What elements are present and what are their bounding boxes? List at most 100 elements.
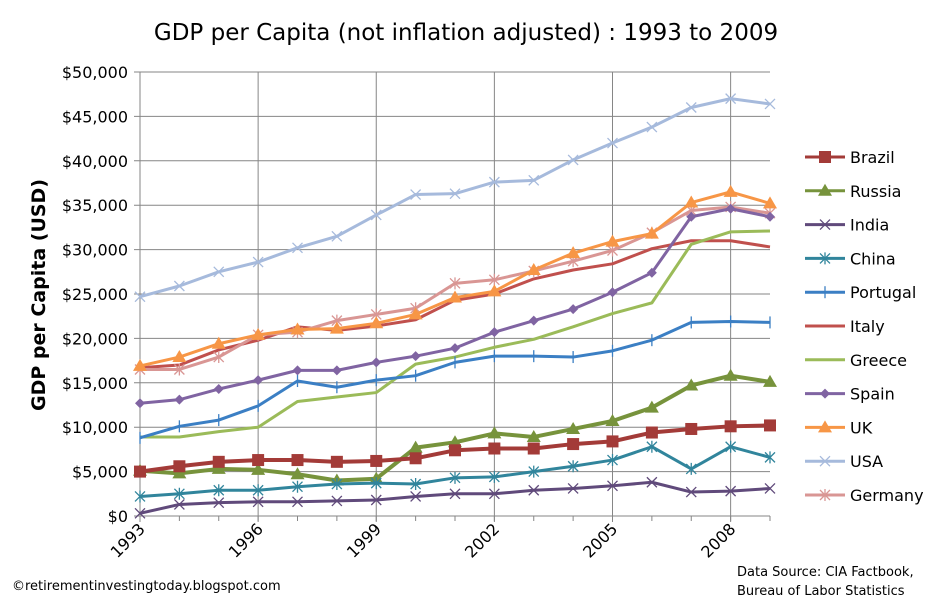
data-point-russia [566, 421, 581, 434]
data-point-brazil [764, 419, 776, 432]
data-point-uk [448, 290, 462, 303]
data-point-uk [369, 316, 384, 329]
data-point-uk [290, 322, 305, 335]
data-point-uk [251, 327, 266, 340]
data-point-india [685, 486, 697, 498]
data-point-uk [172, 350, 187, 363]
legend-marker [819, 219, 831, 231]
data-point-brazil [409, 452, 422, 465]
legend-marker [819, 151, 831, 163]
data-point-uk [566, 246, 581, 259]
data-point-russia [763, 374, 777, 387]
data-point-uk [487, 284, 502, 297]
data-point-usa [449, 188, 461, 200]
data-point-brazil [330, 455, 343, 468]
data-point-spain [410, 351, 421, 362]
data-point-usa [646, 121, 658, 133]
legend-item-india: India [805, 216, 889, 235]
data-point-russia [526, 429, 541, 442]
legend-label: India [850, 216, 889, 235]
data-point-spain [489, 327, 500, 338]
data-point-spain [607, 287, 618, 298]
legend-marker [820, 388, 830, 399]
data-point-spain [174, 394, 185, 405]
data-point-india [173, 498, 185, 510]
data-point-germany [173, 363, 185, 376]
y-tick-label: $25,000 [62, 285, 128, 304]
y-tick-label: $40,000 [62, 152, 128, 171]
x-tick-label: 1996 [225, 519, 267, 561]
data-point-uk [133, 358, 147, 371]
data-point-russia [172, 466, 187, 479]
data-point-uk [684, 195, 699, 208]
data-point-spain [450, 343, 460, 354]
series-spain [135, 203, 775, 409]
data-point-russia [290, 467, 305, 480]
data-point-spain [765, 211, 775, 222]
data-point-russia [684, 378, 699, 391]
data-point-uk [211, 336, 226, 349]
data-point-russia [644, 400, 659, 413]
data-point-brazil [606, 435, 619, 448]
legend-item-uk: UK [805, 418, 873, 437]
data-point-uk [329, 321, 344, 334]
data-point-india [607, 480, 618, 492]
data-point-germany [449, 277, 461, 290]
data-point-russia [487, 426, 502, 439]
data-point-uk [526, 263, 541, 276]
legend-item-china: China [805, 249, 896, 268]
series-line-spain [139, 207, 771, 405]
data-point-usa [292, 242, 303, 254]
data-point-russia [211, 461, 226, 474]
data-point-china [173, 487, 185, 500]
data-point-india [410, 491, 422, 502]
data-point-usa [410, 189, 422, 201]
data-point-india [449, 488, 461, 500]
legend-item-greece: Greece [805, 351, 907, 370]
data-point-uk [408, 307, 423, 320]
data-point-india [292, 496, 303, 508]
data-point-india [370, 494, 382, 506]
data-point-usa [607, 137, 618, 149]
series-greece [140, 229, 771, 439]
data-point-usa [488, 176, 500, 188]
y-axis-label: GDP per Capita (USD) [28, 179, 50, 411]
series-line-russia [139, 373, 771, 483]
copyright-note: ©retirementinvestingtoday.blogspot.com [12, 579, 281, 594]
data-point-china [410, 478, 422, 491]
data-point-india [252, 496, 264, 508]
data-point-brazil [370, 454, 383, 467]
legend-item-usa: USA [805, 452, 883, 471]
series-line-greece [140, 229, 771, 439]
y-tick-label: $15,000 [62, 374, 128, 393]
data-point-germany [213, 351, 225, 364]
legend-item-russia: Russia [805, 182, 901, 201]
data-point-uk [605, 234, 620, 247]
data-point-usa [725, 93, 737, 105]
data-point-spain [528, 315, 539, 326]
data-point-spain [686, 211, 697, 222]
data-point-brazil [134, 465, 146, 478]
series-india [134, 476, 776, 519]
data-point-usa [213, 266, 225, 278]
legend-item-spain: Spain [805, 385, 895, 404]
data-point-brazil [527, 442, 540, 455]
legend-item-germany: Germany [805, 486, 924, 505]
data-point-india [213, 497, 225, 509]
legend-label: Italy [850, 317, 885, 336]
data-point-china [370, 477, 382, 490]
data-point-india [567, 483, 579, 494]
legend-label: Portugal [850, 283, 916, 302]
data-point-spain [646, 267, 657, 278]
data-point-usa [370, 209, 382, 221]
data-point-uk [763, 196, 777, 209]
data-point-china [607, 454, 618, 467]
series-uk [133, 184, 777, 371]
series-brazil [134, 419, 776, 478]
legend-label: Russia [850, 182, 901, 201]
data-point-usa [173, 280, 185, 292]
data-point-brazil [212, 455, 225, 468]
legend-label: China [850, 249, 896, 268]
data-point-usa [764, 98, 776, 110]
chart-title: GDP per Capita (not inflation adjusted) … [154, 20, 778, 46]
